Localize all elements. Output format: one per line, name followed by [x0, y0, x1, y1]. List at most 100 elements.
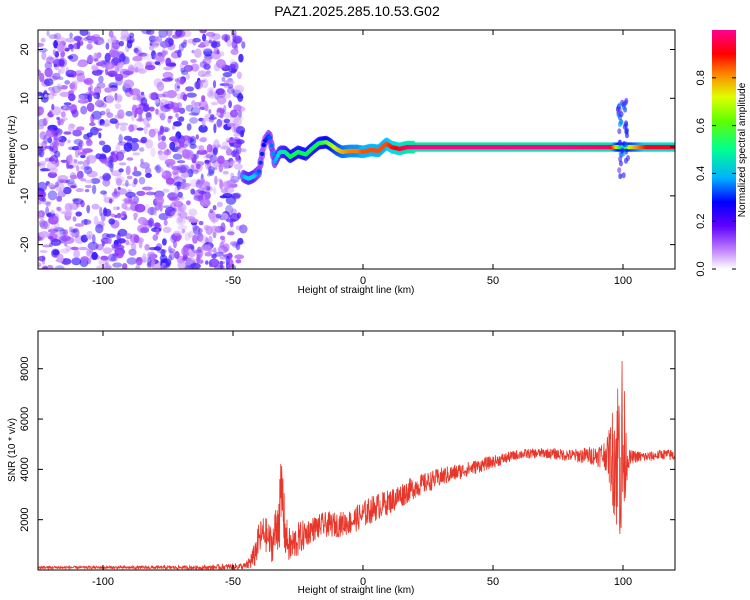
noise-blob: [176, 85, 180, 89]
spectrogram-y-ticks: -20 -10 0 10 20: [19, 43, 675, 253]
noise-blob: [233, 84, 245, 94]
noise-blob: [195, 248, 204, 258]
noise-blob: [201, 48, 213, 52]
noise-blob: [80, 154, 86, 159]
noise-blob: [153, 211, 158, 216]
noise-blob: [80, 105, 88, 115]
x-tick-label: -50: [225, 576, 241, 588]
noise-blob: [87, 95, 91, 101]
noise-blob: [144, 167, 152, 175]
noise-blob: [80, 178, 87, 182]
noise-blob: [45, 206, 50, 216]
noise-blob: [173, 230, 182, 236]
noise-blob: [164, 206, 176, 217]
noise-blob: [150, 259, 155, 268]
noise-blob: [76, 165, 80, 172]
noise-blob: [206, 70, 211, 75]
noise-blob: [103, 119, 110, 127]
noise-blob: [105, 94, 114, 104]
noise-blob: [86, 230, 93, 240]
snr-frame: [37, 330, 676, 571]
noise-blob: [42, 117, 48, 127]
noise-blob: [38, 255, 46, 262]
noise-blob: [238, 53, 244, 63]
noise-blob: [221, 34, 231, 41]
noise-blob: [114, 92, 118, 101]
noise-blob: [167, 245, 172, 254]
noise-blob: [199, 30, 207, 34]
noise-blob: [192, 37, 201, 43]
noise-blob: [206, 186, 211, 191]
noise-blob: [121, 211, 127, 217]
noise-blob: [89, 249, 94, 254]
noise-blob: [161, 50, 167, 58]
noise-blob: [122, 263, 128, 269]
snr-panel: -100 -50 0 50 100 2000 4000 6000 8000 Height of…: [7, 330, 676, 596]
noise-blob: [38, 162, 41, 167]
noise-blob: [119, 53, 126, 62]
noise-blob: [148, 217, 155, 227]
noise-blob: [241, 41, 246, 49]
noise-blob: [109, 118, 118, 124]
noise-blob: [117, 188, 127, 195]
noise-blob: [171, 124, 176, 130]
noise-blob: [136, 190, 146, 196]
noise-blob: [67, 139, 71, 144]
noise-blob: [186, 92, 197, 98]
noise-blob: [218, 163, 223, 173]
noise-blob: [208, 169, 215, 176]
noise-blob: [44, 61, 53, 70]
noise-blob: [107, 159, 114, 169]
noise-blob: [48, 236, 54, 240]
noise-blob: [126, 257, 137, 265]
noise-blob: [73, 35, 82, 42]
noise-blob: [228, 100, 233, 109]
colorbar-gradient: [712, 30, 736, 269]
noise-blob: [96, 82, 106, 89]
noise-blob: [45, 201, 51, 207]
noise-blob: [102, 178, 111, 187]
noise-blob: [118, 162, 127, 166]
noise-blob: [68, 93, 76, 102]
noise-blob: [189, 138, 195, 143]
colorbar-ticks: 0.0 0.2 0.4 0.6 0.8: [695, 70, 736, 277]
noise-blob: [199, 180, 211, 191]
noise-blob: [45, 128, 56, 138]
noise-blob: [56, 37, 67, 44]
noise-blob: [173, 239, 177, 249]
noise-blob: [56, 253, 64, 263]
noise-blob: [140, 97, 148, 106]
spectrogram-frame: [37, 29, 676, 270]
noise-blob: [52, 91, 57, 97]
noise-blob: [111, 170, 122, 177]
noise-blob: [41, 197, 47, 202]
noise-blob: [188, 112, 199, 116]
noise-blob: [148, 106, 155, 112]
noise-blob: [87, 54, 94, 64]
noise-blob: [102, 172, 111, 182]
noise-blob: [199, 198, 211, 208]
noise-blob: [189, 178, 199, 188]
noise-blob: [131, 112, 135, 122]
noise-blob: [239, 224, 248, 234]
noise-blob: [54, 265, 65, 269]
noise-blob: [211, 253, 217, 259]
noise-blob: [157, 131, 162, 142]
signal-point: [259, 151, 265, 157]
noise-blob: [143, 117, 150, 126]
noise-blob: [95, 40, 99, 45]
noise-blob: [212, 147, 218, 156]
x-tick-label: 100: [614, 275, 632, 287]
noise-blob: [60, 111, 66, 118]
noise-blob: [103, 208, 112, 217]
noise-blob: [65, 37, 76, 43]
noise-blob: [186, 123, 192, 131]
noise-blob: [176, 93, 182, 100]
noise-blob: [108, 237, 112, 245]
noise-blob: [170, 234, 177, 244]
noise-blob: [38, 181, 48, 192]
noise-blob: [204, 251, 213, 257]
noise-blob: [67, 104, 78, 111]
noise-blob: [202, 181, 211, 187]
